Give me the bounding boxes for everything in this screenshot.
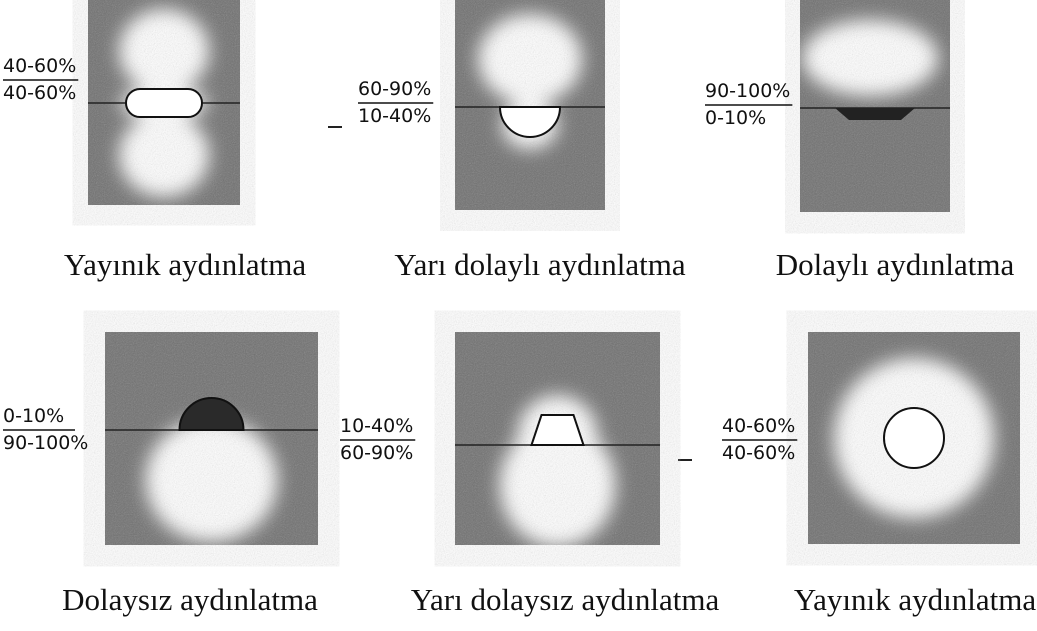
panel: 10-40% 60-90% Yarı dolaysız aydınlatma: [340, 332, 719, 617]
panel: 0-10% 90-100% Dolaysız aydınlatma: [3, 332, 318, 617]
panel: 60-90% 10-40% Yarı dolaylı aydınlatma: [358, 0, 686, 282]
caption: Yarı dolaylı aydınlatma: [394, 247, 686, 282]
luminaire: [125, 88, 203, 118]
texture: [800, 0, 950, 212]
caption: Yayınık aydınlatma: [794, 582, 1036, 617]
lower-ratio: 40-60%: [3, 82, 76, 104]
upper-ratio: 60-90%: [358, 78, 431, 100]
upper-ratio: 40-60%: [3, 55, 76, 77]
lower-ratio: 60-90%: [340, 442, 413, 464]
luminaire: [498, 106, 562, 138]
texture: [105, 332, 318, 545]
luminaire: [178, 397, 245, 431]
lower-ratio: 40-60%: [722, 442, 795, 464]
luminaire: [530, 414, 585, 446]
lower-ratio: 10-40%: [358, 105, 431, 127]
luminaire: [835, 108, 915, 120]
upper-ratio: 10-40%: [340, 415, 413, 437]
texture: [455, 0, 605, 210]
caption: Dolaysız aydınlatma: [62, 582, 318, 617]
caption: Yarı dolaysız aydınlatma: [411, 582, 720, 617]
upper-ratio: 90-100%: [705, 80, 790, 102]
caption: Yayınık aydınlatma: [64, 247, 306, 282]
panel: 90-100% 0-10% Dolaylı aydınlatma: [705, 0, 1014, 282]
caption: Dolaylı aydınlatma: [776, 247, 1015, 282]
lower-ratio: 90-100%: [3, 432, 88, 454]
luminaire: [883, 407, 945, 469]
upper-ratio: 0-10%: [3, 405, 64, 427]
panel: 40-60% 40-60% Yayınık aydınlatma: [3, 0, 306, 282]
panel: 40-60% 40-60% Yayınık aydınlatma: [722, 332, 1036, 617]
upper-ratio: 40-60%: [722, 415, 795, 437]
lower-ratio: 0-10%: [705, 107, 766, 129]
